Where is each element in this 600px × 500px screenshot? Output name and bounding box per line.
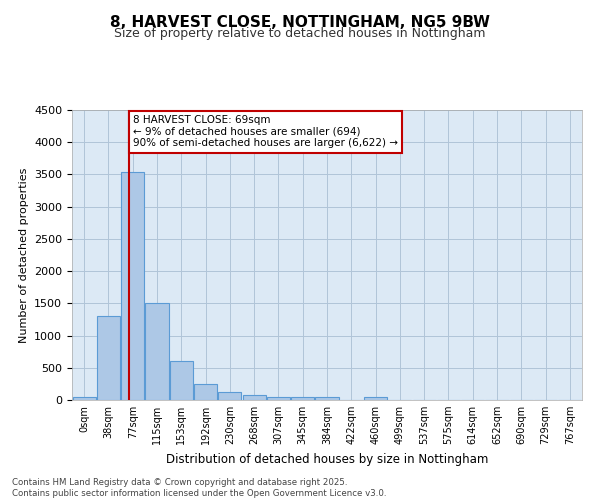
Bar bbox=[218, 392, 241, 400]
Bar bbox=[121, 172, 144, 400]
Bar bbox=[316, 397, 338, 400]
Bar bbox=[145, 304, 169, 400]
X-axis label: Distribution of detached houses by size in Nottingham: Distribution of detached houses by size … bbox=[166, 452, 488, 466]
Bar bbox=[267, 397, 290, 400]
Text: Size of property relative to detached houses in Nottingham: Size of property relative to detached ho… bbox=[114, 28, 486, 40]
Bar bbox=[242, 395, 266, 400]
Text: 8 HARVEST CLOSE: 69sqm
← 9% of detached houses are smaller (694)
90% of semi-det: 8 HARVEST CLOSE: 69sqm ← 9% of detached … bbox=[133, 115, 398, 148]
Bar bbox=[170, 362, 193, 400]
Bar bbox=[73, 397, 95, 400]
Text: 8, HARVEST CLOSE, NOTTINGHAM, NG5 9BW: 8, HARVEST CLOSE, NOTTINGHAM, NG5 9BW bbox=[110, 15, 490, 30]
Text: Contains HM Land Registry data © Crown copyright and database right 2025.
Contai: Contains HM Land Registry data © Crown c… bbox=[12, 478, 386, 498]
Bar bbox=[97, 316, 120, 400]
Bar bbox=[291, 397, 314, 400]
Bar bbox=[194, 384, 217, 400]
Y-axis label: Number of detached properties: Number of detached properties bbox=[19, 168, 29, 342]
Bar bbox=[364, 397, 387, 400]
